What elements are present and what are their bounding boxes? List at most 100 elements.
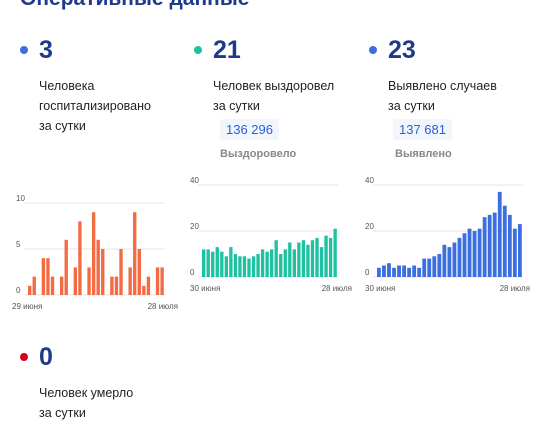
cases-bar-chart: 0 20 40 30 июня 28 июля bbox=[365, 176, 530, 293]
bar bbox=[50, 276, 55, 295]
deaths-stat: 0 Человек умерло за сутки bbox=[20, 343, 180, 420]
bar bbox=[206, 249, 210, 277]
blue-dot-icon bbox=[20, 46, 28, 54]
red-dot-icon bbox=[20, 353, 28, 361]
hospitalized-number: 3 bbox=[39, 36, 53, 64]
x-end-label: 28 июля bbox=[500, 284, 530, 293]
bar bbox=[487, 214, 492, 277]
bar bbox=[233, 254, 238, 277]
bar bbox=[387, 263, 391, 277]
bar bbox=[472, 231, 477, 277]
bar bbox=[211, 251, 215, 277]
bar bbox=[306, 244, 310, 277]
bar bbox=[492, 212, 497, 277]
bar bbox=[328, 237, 333, 277]
recovered-total: 136 296 bbox=[220, 119, 279, 140]
bar bbox=[41, 258, 46, 295]
bar bbox=[324, 235, 328, 277]
bar bbox=[137, 249, 141, 295]
bar bbox=[202, 249, 206, 277]
bar bbox=[96, 239, 100, 295]
cases-description: Выявлено случаев за сутки bbox=[388, 79, 497, 113]
hospitalized-description: Человека госпитализировано за сутки bbox=[39, 79, 151, 133]
y-tick-label: 0 bbox=[365, 268, 370, 277]
bar bbox=[310, 240, 315, 277]
bar bbox=[142, 285, 146, 295]
bar bbox=[422, 258, 427, 277]
bar bbox=[512, 228, 517, 277]
x-start-label: 29 июня bbox=[12, 302, 42, 311]
bar bbox=[256, 254, 260, 277]
deaths-description: Человек умерло за сутки bbox=[39, 386, 134, 420]
bar bbox=[251, 256, 256, 277]
bar bbox=[477, 228, 482, 277]
bar bbox=[46, 258, 50, 295]
cases-total-label: Выявлено bbox=[395, 148, 452, 160]
bar bbox=[229, 247, 233, 277]
bar bbox=[507, 214, 512, 277]
recovered-number: 21 bbox=[213, 36, 241, 64]
bar bbox=[73, 267, 78, 295]
y-tick-label: 40 bbox=[365, 176, 374, 185]
bar bbox=[283, 249, 287, 277]
bar bbox=[288, 242, 292, 277]
y-tick-label: 5 bbox=[16, 240, 21, 249]
page-title: Оперативные данные bbox=[20, 0, 249, 11]
bar bbox=[242, 256, 247, 277]
bar bbox=[119, 249, 123, 295]
bar bbox=[412, 265, 417, 277]
x-start-label: 30 июня bbox=[190, 284, 220, 293]
bar bbox=[133, 212, 137, 295]
bar bbox=[497, 191, 502, 277]
teal-dot-icon bbox=[194, 46, 202, 54]
bar bbox=[417, 267, 422, 277]
y-tick-label: 40 bbox=[190, 176, 199, 185]
bar bbox=[457, 237, 462, 277]
cases-stat: 23 Выявлено случаев за сутки bbox=[369, 36, 529, 126]
y-tick-label: 0 bbox=[16, 286, 21, 295]
hospitalized-bar-chart: 0 5 10 29 июня 28 июля bbox=[12, 194, 178, 311]
bar bbox=[517, 224, 522, 277]
bar bbox=[442, 244, 447, 277]
recovered-stat: 21 Человек выздоровел за сутки bbox=[194, 36, 354, 126]
y-tick-label: 10 bbox=[16, 194, 25, 203]
bar bbox=[32, 276, 36, 295]
bar bbox=[467, 228, 472, 277]
bar bbox=[407, 267, 412, 277]
bar bbox=[382, 265, 386, 277]
bar bbox=[333, 228, 337, 277]
cases-total: 137 681 bbox=[393, 119, 452, 140]
bar bbox=[447, 247, 452, 277]
bar bbox=[265, 251, 269, 277]
bar bbox=[91, 212, 96, 295]
x-end-label: 28 июля bbox=[322, 284, 352, 293]
bar bbox=[437, 254, 442, 277]
bar bbox=[101, 249, 105, 295]
y-tick-label: 20 bbox=[365, 222, 374, 231]
bar bbox=[452, 242, 457, 277]
bar bbox=[427, 258, 432, 277]
bar bbox=[160, 267, 164, 295]
blue-dot-icon bbox=[369, 46, 377, 54]
bar bbox=[502, 205, 507, 277]
bar bbox=[260, 249, 265, 277]
cases-number: 23 bbox=[388, 36, 416, 64]
bar bbox=[377, 267, 381, 277]
bar bbox=[319, 247, 324, 277]
bar bbox=[238, 256, 242, 277]
bar bbox=[215, 247, 219, 277]
bar bbox=[87, 267, 91, 295]
bar bbox=[292, 249, 296, 277]
bar bbox=[59, 276, 64, 295]
bar bbox=[482, 217, 487, 277]
bar bbox=[315, 237, 319, 277]
recovered-bar-chart: 0 20 40 30 июня 28 июля bbox=[190, 176, 352, 293]
bar bbox=[274, 240, 278, 277]
bar bbox=[247, 258, 251, 277]
y-tick-label: 20 bbox=[190, 222, 199, 231]
bar bbox=[301, 240, 306, 277]
bar bbox=[279, 254, 283, 277]
bar bbox=[114, 276, 119, 295]
bar bbox=[28, 285, 32, 295]
bar bbox=[297, 242, 301, 277]
